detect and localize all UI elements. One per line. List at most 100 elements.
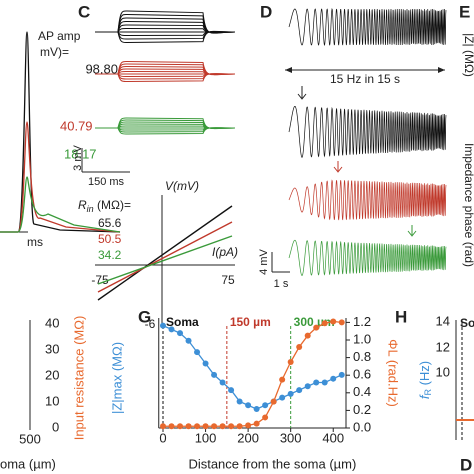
data-point <box>287 359 294 365</box>
panel-label: E <box>459 2 470 21</box>
data-point <box>262 402 269 409</box>
h-y-sub: R <box>423 389 433 396</box>
data-point <box>270 398 277 405</box>
x-tick-label: 300 <box>280 430 302 445</box>
e-y-label: |Z| (MΩ) <box>462 33 474 77</box>
data-point <box>253 420 260 427</box>
panel-label: G <box>138 307 151 326</box>
h-tick: 10 <box>436 364 450 379</box>
data-point <box>296 387 303 394</box>
data-point <box>304 332 311 339</box>
data-point <box>177 423 184 430</box>
data-point <box>160 322 167 329</box>
rin-symbol: R <box>78 198 87 212</box>
rin-value: 50.5 <box>98 232 122 246</box>
traces <box>0 8 447 301</box>
iv-line <box>97 235 233 285</box>
f-y-label: Input resistance (MΩ) <box>71 316 86 441</box>
arrow <box>333 161 343 173</box>
f-tick: 0 <box>52 419 59 434</box>
panel-label: H <box>395 307 407 326</box>
marker-label: 150 µm <box>230 315 271 329</box>
data-point <box>177 330 184 337</box>
chart: 0 100 200 300 400 0.0 0.2 0.4 0.6 0.8 1.0 1.2 Distan… <box>109 314 400 472</box>
chirp-trace <box>288 8 447 47</box>
ap-unit: mV)= <box>40 45 69 59</box>
ap-value: 98.80 <box>85 61 118 76</box>
iv-tick: -6 <box>145 317 156 331</box>
data-point <box>296 344 303 351</box>
marker-label: Soma <box>166 315 199 329</box>
data-point <box>185 423 192 430</box>
y2-tick-label: 0.2 <box>353 402 371 417</box>
ap-value: 40.79 <box>60 118 93 133</box>
data-point <box>321 320 328 327</box>
y2-tick-label: 1.0 <box>353 331 371 346</box>
data-point <box>313 324 320 331</box>
data-point <box>211 423 218 430</box>
x-tick-label: 0 <box>159 430 166 445</box>
panel-label: D <box>460 455 472 474</box>
step-trace <box>95 20 236 34</box>
data-point <box>321 379 328 386</box>
y2-tick-label: 0.6 <box>353 367 371 382</box>
arrow <box>407 225 417 237</box>
scale-label: 150 ms <box>88 176 125 188</box>
step-trace <box>95 117 236 130</box>
data-point <box>168 326 175 333</box>
data-point <box>253 406 260 413</box>
f-x-label: oma (µm) <box>0 456 56 471</box>
chirp-trace <box>288 179 447 221</box>
x-tick-label: 400 <box>322 430 344 445</box>
data-point <box>236 398 243 405</box>
scale-label: 3 mV <box>72 145 84 171</box>
h-y-label: fR (Hz) <box>417 361 433 399</box>
step-trace <box>95 60 236 76</box>
y2-tick-label: 0.8 <box>353 349 371 364</box>
panel-label: C <box>78 2 90 21</box>
data-point <box>219 423 226 430</box>
rin-sub: in <box>87 204 94 214</box>
rin-value: 34.2 <box>98 248 122 262</box>
iv-y-label: V(mV) <box>165 179 199 193</box>
rin-label: Rin (MΩ)= <box>78 198 131 214</box>
step-trace <box>95 10 236 34</box>
h-tick: 12 <box>436 339 450 354</box>
x-axis-label: Distance from the soma (µm) <box>188 456 356 471</box>
data-point <box>168 423 175 430</box>
data-point <box>194 423 201 430</box>
f-tick: 40 <box>45 315 59 330</box>
data-point <box>228 387 235 394</box>
step-trace <box>95 13 236 34</box>
y-axis-label: |Z|max (MΩ) <box>109 342 124 414</box>
chirp-trace <box>288 239 447 276</box>
x-tick-label: 100 <box>195 430 217 445</box>
data-point <box>202 360 209 367</box>
scale-label: 4 mV <box>258 249 270 275</box>
data-point <box>313 379 320 386</box>
data-point <box>262 414 269 421</box>
data-point <box>338 319 345 326</box>
ap-trace <box>0 121 121 233</box>
f-tick: 500 <box>19 431 41 446</box>
iv-line <box>97 205 233 301</box>
arrow <box>297 86 307 100</box>
f-tick: 10 <box>45 393 59 408</box>
data-point <box>245 422 252 429</box>
series-line <box>163 320 342 427</box>
ap-trace <box>0 176 121 233</box>
f-tick: 20 <box>45 367 59 382</box>
data-point <box>219 379 226 386</box>
y2-tick-label: 0.4 <box>353 384 371 399</box>
time-unit: ms <box>27 235 43 249</box>
chirp-trace <box>288 105 447 158</box>
data-point <box>194 349 201 356</box>
data-point <box>338 371 345 378</box>
data-point <box>211 371 218 378</box>
h-y-symbol: f <box>417 394 432 399</box>
x-tick-label: 200 <box>237 430 259 445</box>
data-point <box>245 402 252 409</box>
y2-tick-label: 1.2 <box>353 314 371 329</box>
scale-label: 1 s <box>274 278 289 290</box>
y2-axis-label: ΦL (rad.Hz) <box>386 339 401 407</box>
